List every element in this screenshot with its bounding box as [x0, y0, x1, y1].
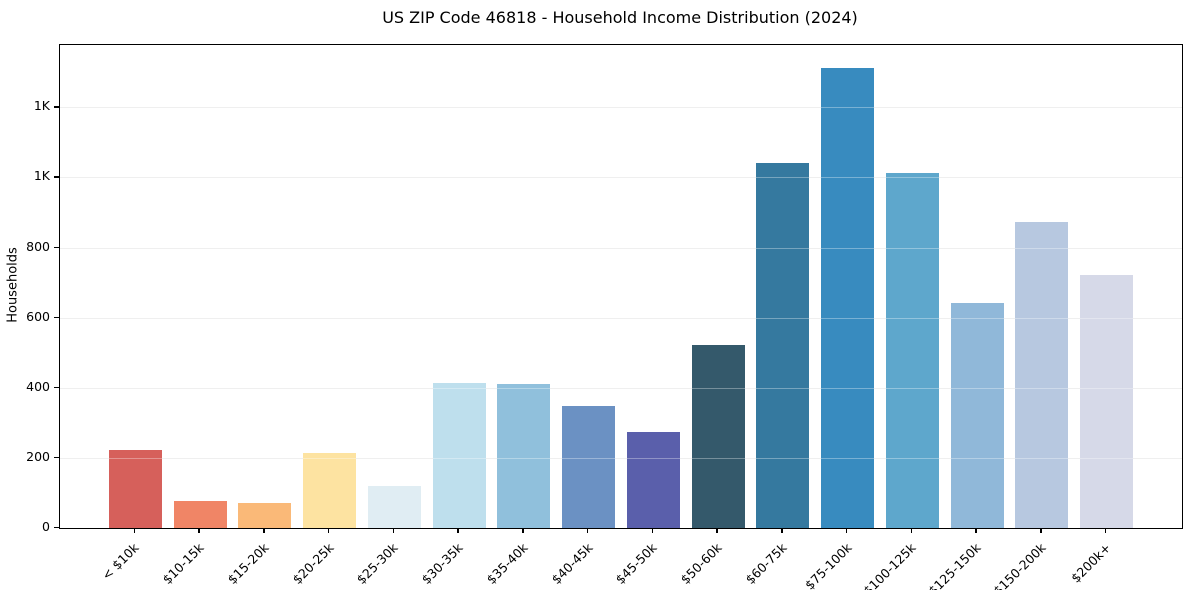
gridline-overlay — [60, 107, 1182, 109]
x-tick-mark — [1104, 528, 1107, 534]
gridline-overlay — [60, 177, 1182, 179]
bar-13 — [885, 172, 939, 528]
bar-4 — [303, 452, 357, 528]
bar-15 — [1015, 222, 1069, 528]
bar-14 — [950, 303, 1004, 528]
chart-title: US ZIP Code 46818 - Household Income Dis… — [382, 8, 858, 27]
gridline — [60, 457, 1182, 459]
gridline — [60, 107, 1182, 109]
x-tick-mark — [392, 528, 395, 534]
gridline-overlay — [60, 457, 1182, 459]
gridline — [60, 317, 1182, 319]
y-tick-label: 400 — [26, 378, 50, 394]
x-tick-mark — [263, 528, 265, 534]
x-tick-mark — [716, 528, 718, 534]
gridline — [60, 177, 1182, 179]
x-tick-mark — [845, 528, 848, 534]
x-tick-label: < $10k — [99, 540, 142, 583]
y-tick-mark — [54, 176, 59, 178]
y-tick-mark — [54, 456, 59, 459]
x-tick-mark — [133, 528, 136, 534]
x-tick-mark — [975, 528, 977, 534]
gridline — [60, 387, 1182, 389]
bar-3 — [238, 502, 292, 528]
bar-16 — [1080, 274, 1134, 528]
gridline-overlay — [60, 387, 1182, 389]
x-tick-mark — [457, 528, 459, 534]
y-tick-mark — [54, 527, 59, 529]
y-tick-label: 800 — [26, 238, 50, 254]
y-tick-label: 1K — [33, 168, 50, 184]
x-tick-mark — [781, 528, 783, 534]
x-tick-mark — [327, 528, 330, 534]
y-tick-mark — [54, 246, 59, 248]
bar-10 — [691, 345, 745, 528]
bar-2 — [173, 500, 227, 528]
bar-9 — [626, 432, 680, 528]
y-tick-mark — [54, 316, 59, 319]
x-tick-mark — [586, 528, 589, 534]
bar-8 — [562, 406, 616, 528]
y-tick-mark — [54, 386, 59, 389]
bar-1 — [108, 450, 162, 528]
y-tick-label: 1K — [33, 98, 50, 114]
plot-area — [59, 44, 1183, 529]
x-tick-mark — [651, 528, 654, 534]
x-tick-mark — [198, 528, 200, 534]
gridline — [60, 247, 1182, 249]
y-tick-label: 600 — [26, 308, 50, 324]
bar-5 — [367, 485, 421, 528]
y-tick-label: 200 — [26, 448, 50, 464]
x-tick-mark — [910, 528, 913, 534]
y-tick-label: 0 — [42, 519, 50, 534]
bar-11 — [756, 163, 810, 528]
x-tick-mark — [1040, 528, 1042, 534]
bar-12 — [821, 68, 875, 528]
y-tick-mark — [54, 106, 59, 108]
x-tick-mark — [522, 528, 524, 534]
bar-7 — [497, 383, 551, 528]
gridline-overlay — [60, 317, 1182, 319]
gridline-overlay — [60, 247, 1182, 249]
bar-6 — [432, 383, 486, 528]
